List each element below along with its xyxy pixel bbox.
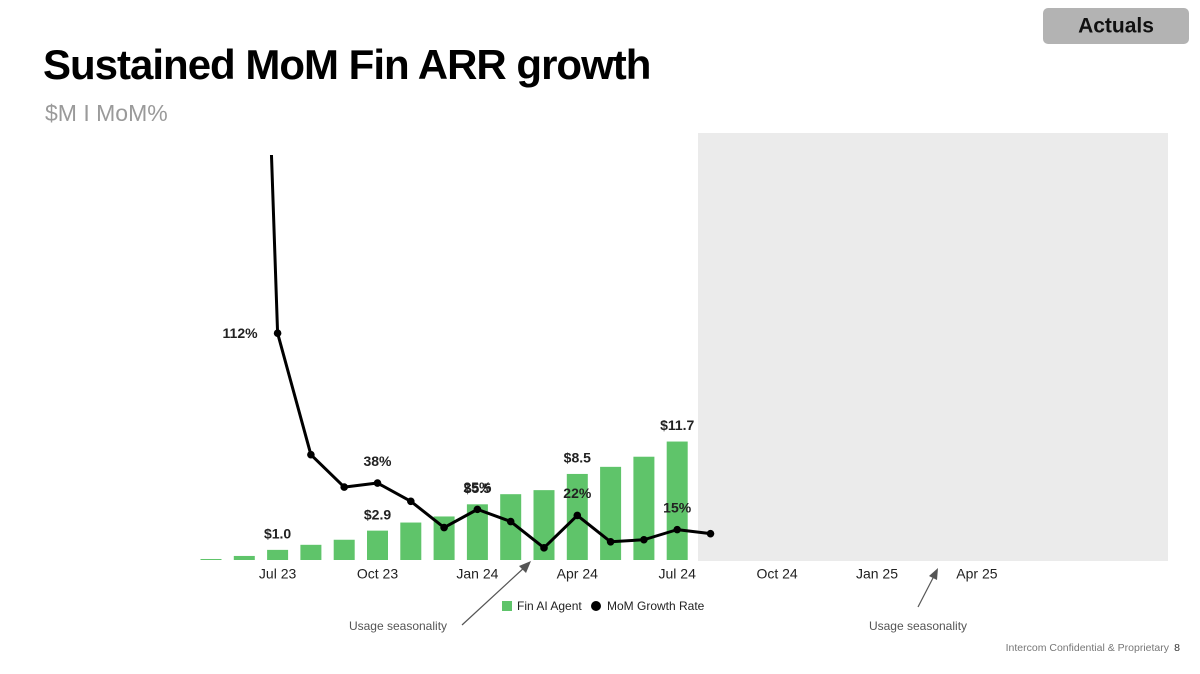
growth-point bbox=[540, 544, 548, 552]
x-tick-label: Apr 24 bbox=[557, 566, 598, 582]
bar bbox=[500, 494, 522, 560]
growth-point bbox=[307, 450, 315, 459]
legend-swatch bbox=[591, 601, 601, 611]
title: Sustained MoM Fin ARR growth bbox=[43, 41, 650, 88]
page-number: 8 bbox=[1174, 642, 1180, 654]
growth-point bbox=[373, 479, 382, 487]
chart: $1.0 $2.9 $5.5 $8.5 $11.7 112% 38% 25% 22% 15% Jul… bbox=[200, 155, 998, 613]
line-label: 25% bbox=[463, 479, 492, 495]
bar bbox=[466, 504, 488, 560]
annotation: Usage seasonality bbox=[349, 619, 447, 633]
growth-point bbox=[573, 511, 582, 520]
badge: Actuals bbox=[1078, 15, 1154, 38]
arrow-head bbox=[929, 568, 938, 580]
legend-label: Fin AI Agent bbox=[517, 599, 582, 613]
bar-label: $11.7 bbox=[660, 417, 694, 433]
growth-point bbox=[506, 517, 515, 526]
bar bbox=[400, 522, 422, 560]
bar bbox=[233, 555, 255, 560]
legend-label: MoM Growth Rate bbox=[607, 599, 705, 613]
x-tick-label: Jul 23 bbox=[259, 566, 297, 582]
growth-point bbox=[407, 497, 415, 506]
bar bbox=[267, 549, 289, 560]
bar bbox=[433, 516, 455, 560]
line-label: 22% bbox=[563, 485, 592, 501]
bar bbox=[633, 456, 655, 560]
x-tick-label: Jan 24 bbox=[456, 566, 498, 582]
growth-point bbox=[473, 505, 482, 514]
arrow bbox=[917, 575, 935, 608]
legend-swatch bbox=[502, 601, 512, 611]
line-group bbox=[269, 155, 715, 552]
growth-point bbox=[706, 529, 715, 538]
line-label: 112% bbox=[223, 325, 259, 341]
growth-point bbox=[640, 535, 648, 544]
annotation: Usage seasonality bbox=[869, 619, 967, 633]
x-tick-label: Oct 24 bbox=[756, 566, 797, 582]
growth-point bbox=[340, 483, 349, 491]
footer-note: Intercom Confidential & Proprietary bbox=[1006, 642, 1170, 654]
bar bbox=[200, 558, 222, 560]
line-label: 38% bbox=[363, 453, 392, 469]
x-tick-label: Jan 25 bbox=[856, 566, 898, 582]
arrow-head bbox=[519, 561, 531, 573]
bar-label: $8.5 bbox=[564, 450, 591, 466]
line-label: 15% bbox=[663, 499, 692, 515]
bar bbox=[367, 530, 388, 560]
growth-point bbox=[273, 329, 282, 338]
bar-label: $5.5 bbox=[464, 480, 491, 496]
bar-label: $1.0 bbox=[264, 526, 291, 542]
growth-point bbox=[440, 523, 448, 532]
bar bbox=[600, 466, 622, 560]
bar-label: $2.9 bbox=[364, 506, 391, 522]
x-tick-label: Apr 25 bbox=[956, 566, 997, 582]
subtitle: $M I MoM% bbox=[45, 100, 168, 126]
arrow bbox=[461, 565, 527, 626]
growth-point bbox=[673, 525, 681, 534]
x-tick-label: Oct 23 bbox=[357, 566, 398, 582]
forecast-area bbox=[698, 133, 1168, 561]
bar bbox=[333, 539, 355, 560]
x-tick-label: Jul 24 bbox=[659, 566, 697, 582]
badge-bg bbox=[1043, 8, 1189, 44]
growth-point bbox=[606, 537, 615, 546]
bar bbox=[300, 544, 322, 560]
